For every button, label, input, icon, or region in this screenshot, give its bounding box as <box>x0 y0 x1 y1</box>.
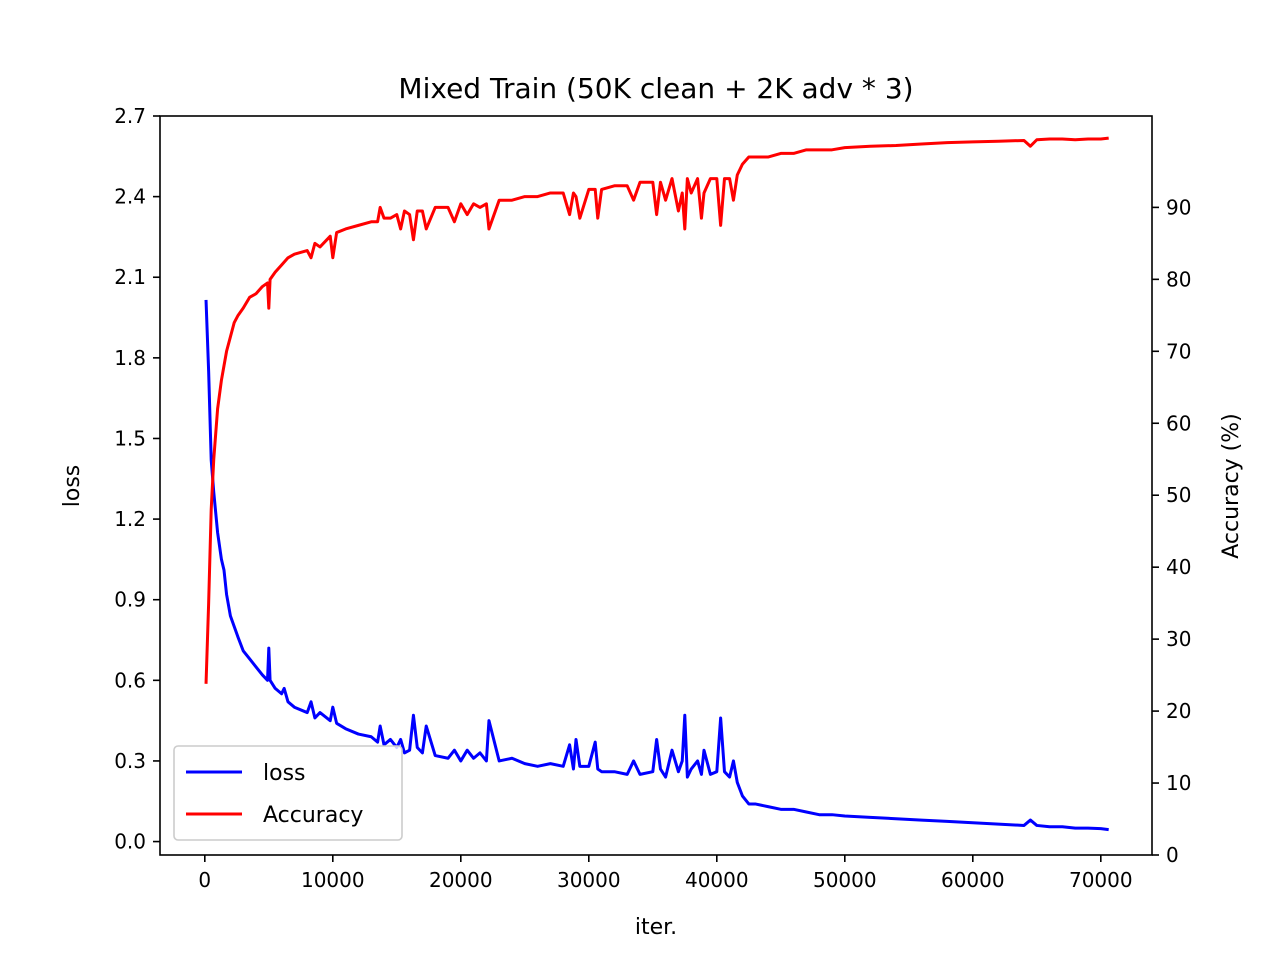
y-left-tick-label: 0.3 <box>114 749 146 773</box>
legend: loss Accuracy <box>173 745 403 841</box>
y-axis-label-right: Accuracy (%) <box>1219 413 1244 559</box>
y-right-tick-label: 60 <box>1166 411 1191 435</box>
series-line-accuracy <box>204 136 1109 684</box>
y-right-tick-label: 40 <box>1166 555 1191 579</box>
y-left-tick-label: 1.8 <box>114 346 146 370</box>
plot-frame <box>159 115 1153 856</box>
y-left-tick-label: 2.7 <box>114 104 146 128</box>
y-left-tick-label: 1.2 <box>114 507 146 531</box>
x-tick-label: 60000 <box>941 868 1005 892</box>
y-right-tick-label: 20 <box>1166 699 1191 723</box>
y-left-tick-label: 1.5 <box>114 426 146 450</box>
series-layer <box>204 136 1109 832</box>
y-right-tick-label: 0 <box>1166 843 1179 867</box>
y-axis-label-left: loss <box>60 465 85 508</box>
axes-layer: 0 10000 20000 30000 40000 50000 60000 70000 0.0 0… <box>114 104 1191 892</box>
x-tick-label: 50000 <box>813 868 877 892</box>
x-tick-label: 10000 <box>301 868 365 892</box>
legend-label-loss: loss <box>263 761 306 786</box>
x-tick-label: 40000 <box>685 868 749 892</box>
x-tick-label: 0 <box>198 868 211 892</box>
x-tick-label: 30000 <box>557 868 621 892</box>
series-line-loss <box>204 299 1109 832</box>
y-right-tick-label: 30 <box>1166 627 1191 651</box>
y-left-tick-label: 0.6 <box>114 668 146 692</box>
legend-label-accuracy: Accuracy <box>263 803 363 828</box>
y-left-tick-label: 2.1 <box>114 265 146 289</box>
y-right-tick-label: 50 <box>1166 483 1191 507</box>
y-left-tick-label: 0.0 <box>114 830 146 854</box>
x-tick-label: 70000 <box>1069 868 1133 892</box>
y-right-tick-label: 70 <box>1166 339 1191 363</box>
chart-title: Mixed Train (50K clean + 2K adv * 3) <box>398 72 913 105</box>
x-axis-label: iter. <box>635 915 677 940</box>
y-right-tick-label: 90 <box>1166 195 1191 219</box>
series-group <box>204 136 1109 832</box>
y-right-tick-label: 80 <box>1166 267 1191 291</box>
y-left-tick-label: 2.4 <box>114 185 146 209</box>
x-tick-label: 20000 <box>429 868 493 892</box>
y-right-tick-label: 10 <box>1166 771 1191 795</box>
legend-box <box>173 745 403 841</box>
y-left-tick-label: 0.9 <box>114 588 146 612</box>
